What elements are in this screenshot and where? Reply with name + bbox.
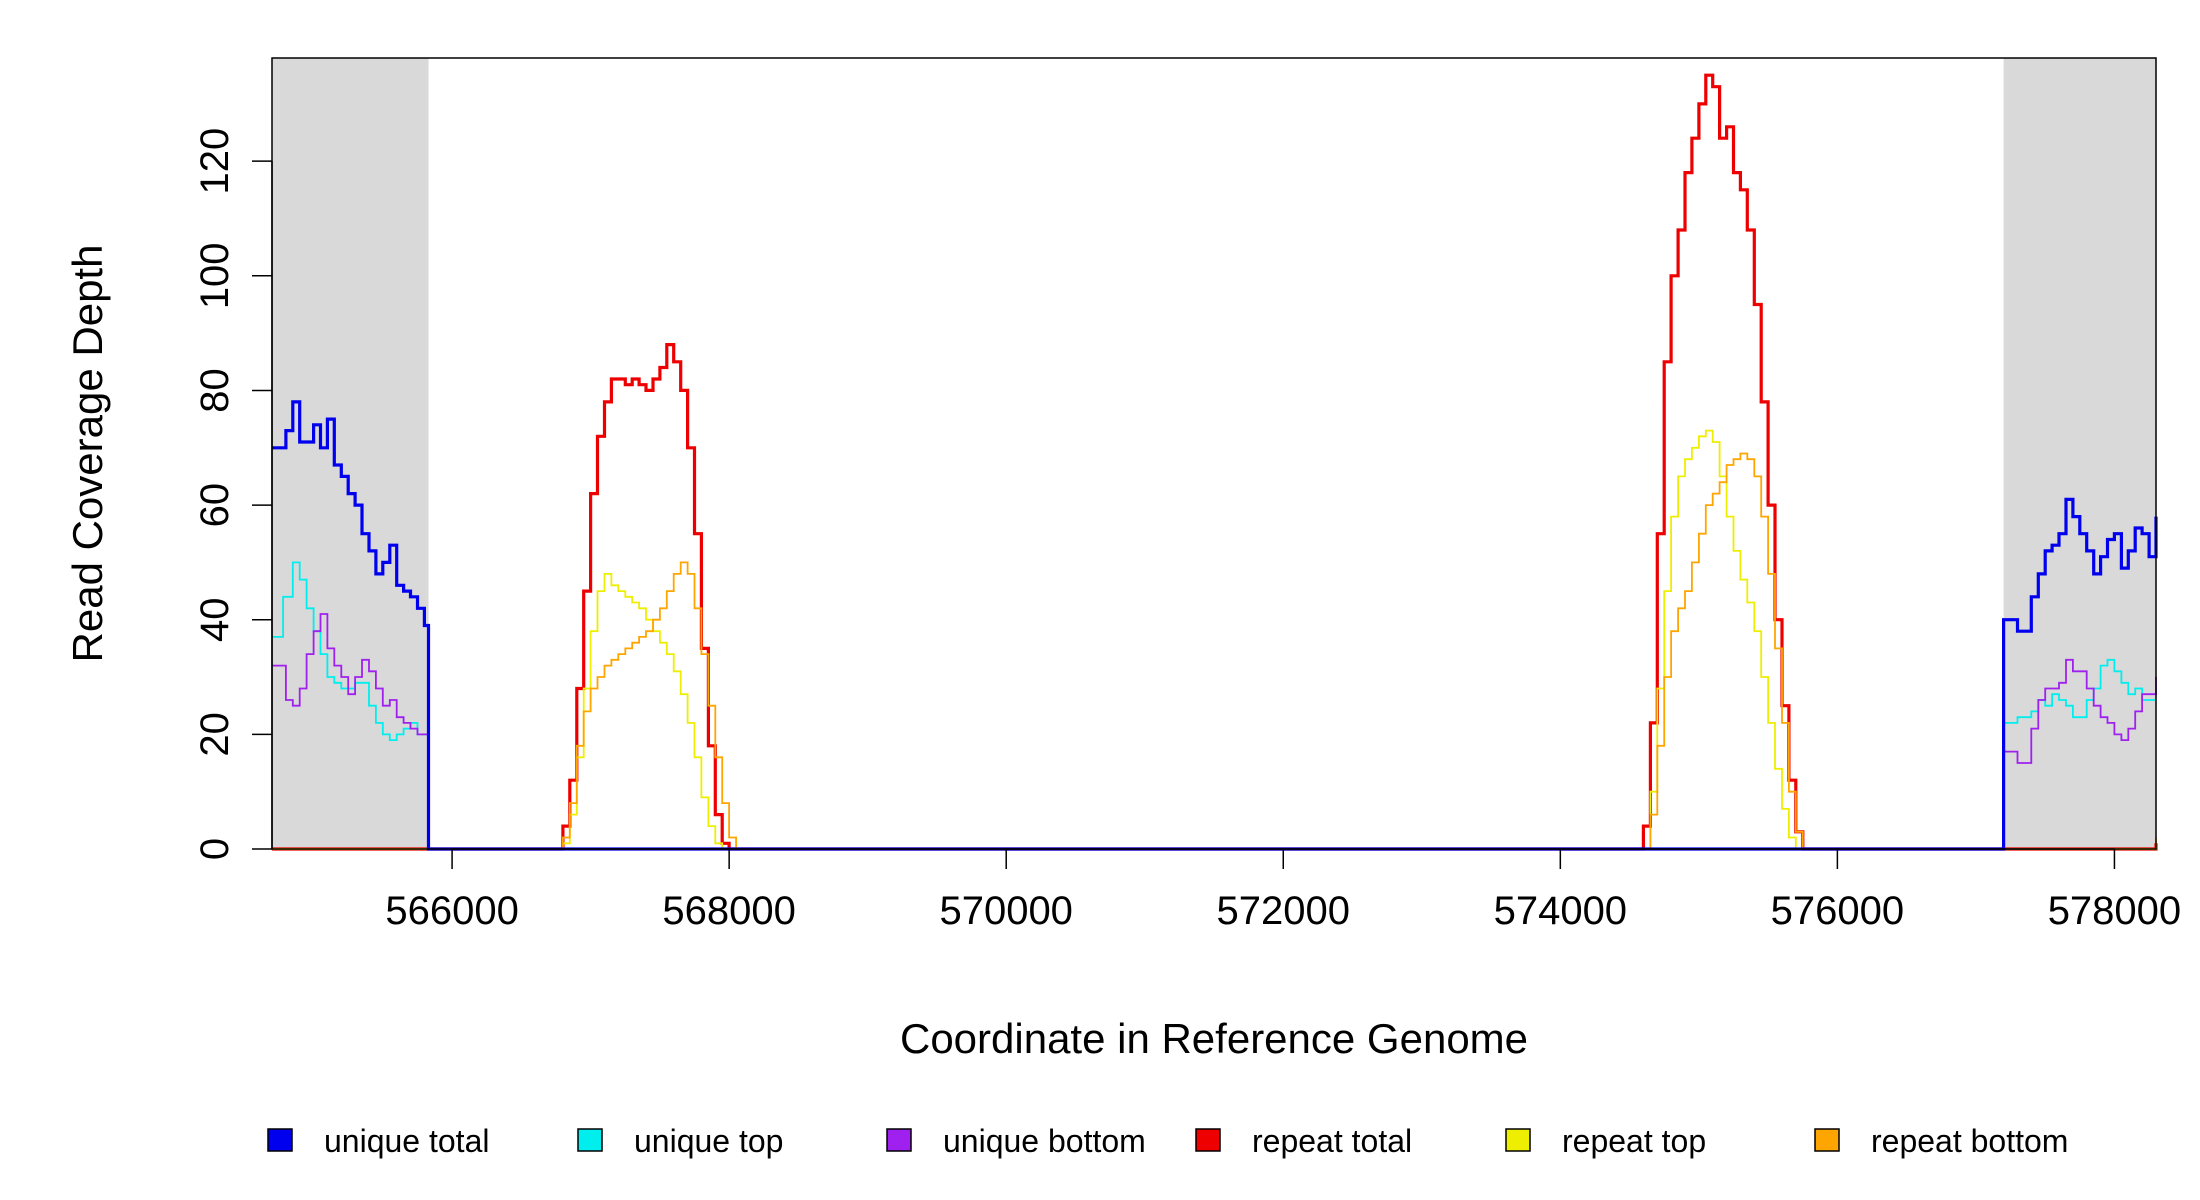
- shaded-regions: [272, 58, 2156, 849]
- legend-label: repeat top: [1562, 1123, 1706, 1159]
- legend-swatch: [1195, 1128, 1221, 1152]
- legend-swatch: [1505, 1128, 1531, 1152]
- plot-frame: [271, 57, 2157, 850]
- x-axis-title: Coordinate in Reference Genome: [900, 1015, 1528, 1062]
- series-line-repeat-total: [272, 73, 2158, 851]
- y-tick-label: 0: [193, 838, 237, 860]
- x-tick-label: 566000: [385, 889, 518, 933]
- y-tick-label: 100: [193, 242, 237, 309]
- series-line-repeat-bottom: [272, 452, 2157, 850]
- legend-swatch: [577, 1128, 603, 1152]
- y-axis-title: Read Coverage Depth: [64, 245, 111, 663]
- x-tick-label: 570000: [939, 889, 1072, 933]
- series-lines: [272, 73, 2158, 851]
- legend-swatch: [267, 1128, 293, 1152]
- series-line-unique-top: [272, 561, 2156, 850]
- series-line-repeat-top: [272, 429, 2156, 850]
- x-tick-label: 578000: [2048, 889, 2181, 933]
- x-tick-label: 576000: [1771, 889, 1904, 933]
- y-axis: 0 20 40 60 80 100 120: [193, 128, 273, 860]
- legend-label: repeat total: [1252, 1123, 1412, 1159]
- x-axis: 566000 568000 570000 572000 574000 576000 5780…: [385, 848, 2181, 933]
- x-tick-label: 568000: [662, 889, 795, 933]
- legend-label: unique top: [634, 1123, 783, 1159]
- shaded-region-0: [272, 58, 429, 849]
- shaded-region-1: [2003, 58, 2156, 849]
- y-tick-label: 60: [193, 483, 237, 527]
- y-tick-label: 120: [193, 128, 237, 195]
- legend-label: repeat bottom: [1871, 1123, 2068, 1159]
- y-tick-label: 80: [193, 368, 237, 413]
- legend-swatch: [886, 1128, 912, 1152]
- x-tick-label: 572000: [1217, 889, 1350, 933]
- series-line-unique-total: [272, 400, 2158, 851]
- y-tick-label: 20: [193, 712, 237, 757]
- series-line-unique-bottom: [272, 613, 2157, 850]
- x-tick-label: 574000: [1494, 889, 1627, 933]
- legend-label: unique bottom: [943, 1123, 1146, 1159]
- legend-label: unique total: [324, 1123, 489, 1159]
- y-tick-label: 40: [193, 597, 237, 642]
- legend-swatch: [1814, 1128, 1840, 1152]
- legend: unique total unique top unique bottom repea…: [267, 1123, 2068, 1159]
